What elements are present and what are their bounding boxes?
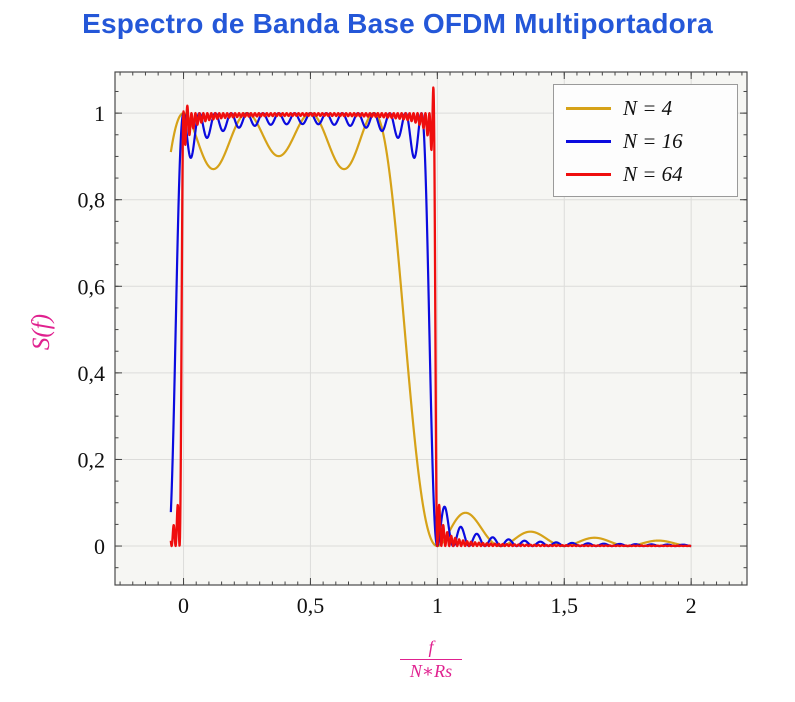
legend-row-n64: N = 64 xyxy=(554,158,737,191)
legend: N = 4 N = 16 N = 64 xyxy=(553,84,738,197)
svg-text:0: 0 xyxy=(178,593,189,618)
legend-label-n16: N = 16 xyxy=(623,129,683,153)
chart-title: Espectro de Banda Base OFDM Multiportado… xyxy=(82,8,713,39)
legend-line-sample-n16 xyxy=(566,140,611,143)
legend-line-sample-n4 xyxy=(566,107,611,110)
fraction-bar xyxy=(400,658,462,660)
fraction-denominator: N∗Rs xyxy=(409,660,453,681)
svg-text:0,5: 0,5 xyxy=(297,593,325,618)
svg-text:2: 2 xyxy=(686,593,697,618)
legend-line-sample-n64 xyxy=(566,173,611,176)
svg-text:0,4: 0,4 xyxy=(78,361,106,386)
legend-label-n64: N = 64 xyxy=(623,162,683,186)
svg-text:1: 1 xyxy=(94,101,105,126)
svg-text:0,6: 0,6 xyxy=(78,274,106,299)
svg-text:0: 0 xyxy=(94,534,105,559)
legend-row-n4: N = 4 xyxy=(554,92,737,125)
svg-text:0,8: 0,8 xyxy=(78,188,106,213)
svg-text:1,5: 1,5 xyxy=(551,593,579,618)
legend-label-n4: N = 4 xyxy=(623,96,673,120)
svg-text:0,2: 0,2 xyxy=(78,447,106,472)
y-axis-label: S(f) xyxy=(28,313,55,351)
x-axis-label: f N∗Rs xyxy=(381,638,481,681)
svg-text:1: 1 xyxy=(432,593,443,618)
fraction-numerator: f xyxy=(428,637,434,657)
legend-row-n16: N = 16 xyxy=(554,125,737,158)
